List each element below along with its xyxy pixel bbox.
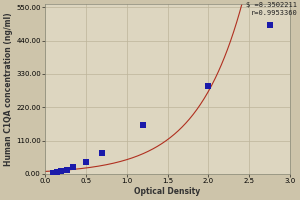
X-axis label: Optical Density: Optical Density	[134, 187, 201, 196]
Text: $ =8.3502211
r=0.9953360: $ =8.3502211 r=0.9953360	[246, 2, 297, 16]
Point	[141, 124, 146, 127]
Point	[51, 171, 56, 175]
Point	[71, 166, 76, 169]
Point	[83, 161, 88, 164]
Point	[100, 151, 104, 154]
Point	[64, 168, 69, 171]
Y-axis label: Human C1QA concentration (ng/ml): Human C1QA concentration (ng/ml)	[4, 12, 13, 166]
Point	[59, 170, 64, 173]
Point	[206, 84, 211, 88]
Point	[55, 171, 59, 174]
Point	[267, 24, 272, 27]
